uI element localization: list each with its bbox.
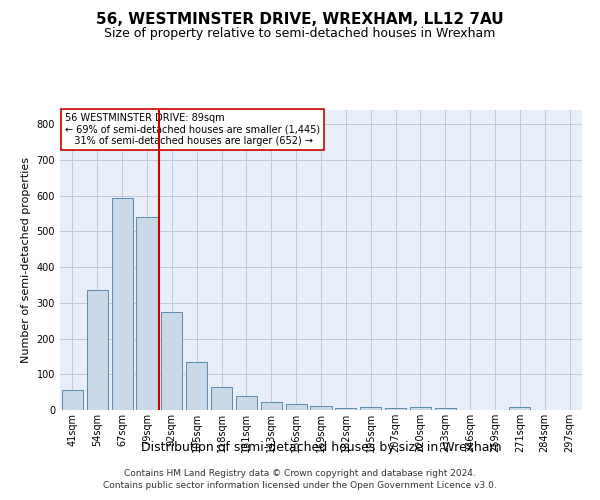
Bar [286,404,307,410]
Bar [410,407,431,410]
Text: Contains public sector information licensed under the Open Government Licence v3: Contains public sector information licen… [103,481,497,490]
Bar [136,217,158,410]
Text: 56 WESTMINSTER DRIVE: 89sqm
← 69% of semi-detached houses are smaller (1,445)
  : 56 WESTMINSTER DRIVE: 89sqm ← 69% of sem… [65,113,320,146]
Text: Distribution of semi-detached houses by size in Wrexham: Distribution of semi-detached houses by … [140,441,502,454]
Text: Contains HM Land Registry data © Crown copyright and database right 2024.: Contains HM Land Registry data © Crown c… [124,468,476,477]
Bar [236,396,257,410]
Bar [360,407,381,410]
Bar [87,290,108,410]
Text: 56, WESTMINSTER DRIVE, WREXHAM, LL12 7AU: 56, WESTMINSTER DRIVE, WREXHAM, LL12 7AU [96,12,504,28]
Bar [385,408,406,410]
Bar [62,390,83,410]
Y-axis label: Number of semi-detached properties: Number of semi-detached properties [21,157,31,363]
Bar [261,402,282,410]
Bar [186,362,207,410]
Text: Size of property relative to semi-detached houses in Wrexham: Size of property relative to semi-detach… [104,28,496,40]
Bar [161,312,182,410]
Bar [335,408,356,410]
Bar [509,407,530,410]
Bar [435,408,456,410]
Bar [310,406,332,410]
Bar [211,387,232,410]
Bar [112,198,133,410]
